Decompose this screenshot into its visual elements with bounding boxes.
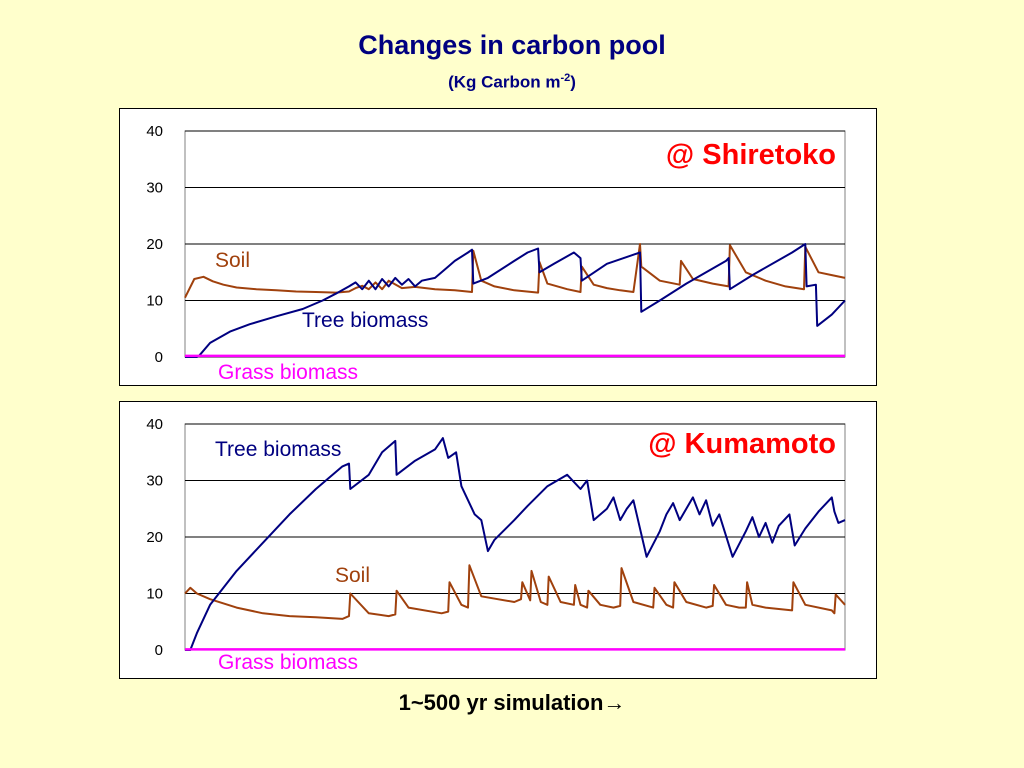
y-tick-label: 10 [146,293,163,310]
series-label-grass-biomass: Grass biomass [218,361,359,384]
x-axis-caption: 1~500 yr simulation→ [398,690,626,715]
series-label-soil: Soil [335,564,371,587]
series-label-tree-biomass: Tree biomass [302,309,429,332]
chart-panel-shiretoko: 0 10 20 30 40 @ Shiretoko Soil Tree biomass … [119,108,877,386]
chart-svg-shiretoko: 0 10 20 30 40 [146,123,846,366]
location-label-shiretoko: @ Shiretoko [665,139,836,171]
page-title: Changes in carbon pool [358,30,666,60]
series-line-soil [184,243,846,299]
series-label-grass-biomass: Grass biomass [218,651,359,674]
subtitle-text: (Kg Carbon m [448,72,561,92]
series-line-soil [184,564,846,620]
page-subtitle: (Kg Carbon m-2) [0,72,1024,93]
y-tick-label: 10 [146,586,163,603]
location-label-kumamoto: @ Kumamoto [648,428,836,460]
subtitle-close: ) [570,72,576,92]
series-line-tree-biomass [185,243,846,358]
series-label-tree-biomass: Tree biomass [215,438,342,461]
chart-panel-kumamoto: 0 10 20 30 40 @ Kumamoto Tree biomass Soil G… [119,401,877,679]
y-tick-label: 0 [155,642,163,659]
y-tick-label: 30 [146,180,163,197]
subtitle-superscript: -2 [560,72,571,84]
series-line-tree-biomass [185,437,846,651]
y-tick-label: 40 [146,416,163,433]
y-tick-label: 20 [146,529,163,546]
y-tick-label: 40 [146,123,163,140]
chart-svg-kumamoto: 0 10 20 30 40 [146,416,846,659]
y-tick-label: 0 [155,349,163,366]
y-tick-label: 20 [146,236,163,253]
y-tick-label: 30 [146,473,163,490]
series-label-soil: Soil [215,249,251,272]
